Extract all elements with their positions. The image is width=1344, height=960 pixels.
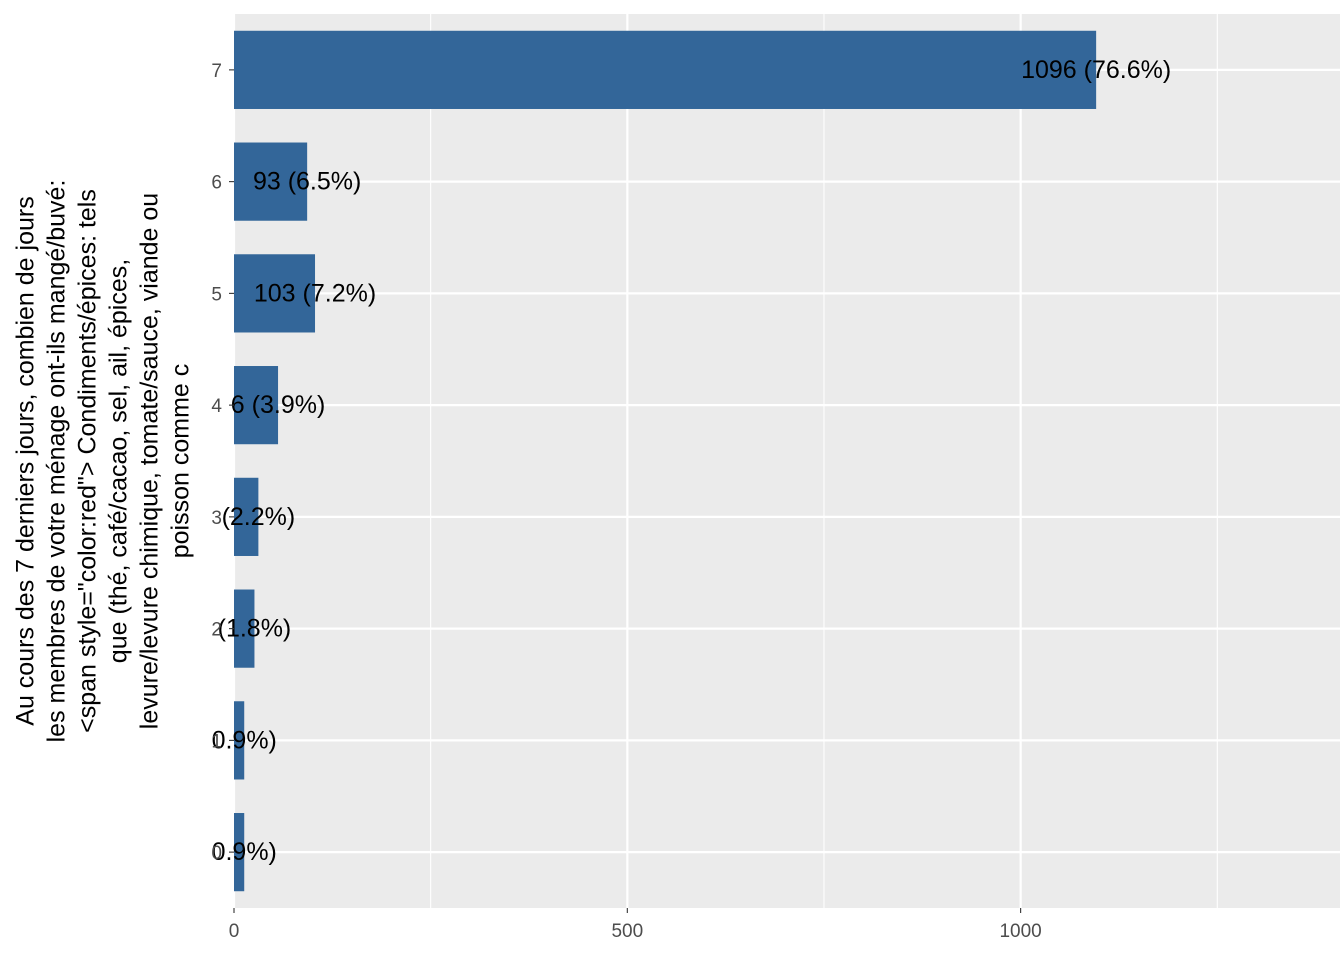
bar bbox=[234, 366, 279, 445]
y-tick-label: 6 bbox=[211, 173, 222, 194]
x-tick-label: 0 bbox=[229, 921, 240, 942]
y-axis-title-line: levure/levure chimique, tomate/sauce, vi… bbox=[136, 193, 164, 729]
y-axis-title-line: Au cours des 7 derniers jours, combien d… bbox=[12, 196, 40, 725]
bar bbox=[234, 813, 245, 892]
bar-data-label: 103 (7.2%) bbox=[254, 279, 376, 307]
y-axis: 0 1 2 3 4 5 6 7 bbox=[211, 61, 234, 864]
plot-panel bbox=[234, 14, 1340, 908]
bar-data-label: 0.9%) bbox=[212, 726, 277, 754]
bars bbox=[234, 30, 1097, 892]
y-axis-title-line: poisson comme c bbox=[167, 364, 195, 559]
x-tick-label: 500 bbox=[611, 921, 643, 942]
bar bbox=[234, 30, 1097, 109]
minor-gridlines bbox=[430, 14, 1218, 908]
bar-data-label: 1096 (76.6%) bbox=[1021, 56, 1171, 84]
bar-data-label: 0.9%) bbox=[212, 838, 277, 866]
bar bbox=[234, 701, 245, 780]
y-tick-label: 7 bbox=[211, 61, 222, 82]
x-tick-label: 1000 bbox=[999, 921, 1041, 942]
y-axis-title-line: les membres de votre ménage ont-ils mang… bbox=[43, 180, 71, 743]
bar bbox=[234, 142, 308, 221]
bar bbox=[234, 477, 259, 556]
y-tick-label: 1 bbox=[211, 731, 222, 752]
y-tick-label: 5 bbox=[211, 284, 222, 305]
y-axis-title-line: <span style="color:red"> Condiments/épic… bbox=[74, 189, 102, 733]
bar-data-label: 93 (6.5%) bbox=[253, 168, 361, 196]
y-tick-label: 3 bbox=[211, 508, 222, 529]
bar bbox=[234, 254, 316, 333]
bar-data-label: (1.8%) bbox=[218, 615, 292, 643]
x-axis: 0 500 1000 bbox=[229, 908, 1042, 942]
y-axis-title-line: que (thé, café/cacao, sel, ail, épices, bbox=[105, 259, 133, 663]
y-tick-label: 4 bbox=[211, 396, 222, 417]
y-tick-label: 2 bbox=[211, 620, 222, 641]
y-tick-label: 0 bbox=[211, 843, 222, 864]
bar-data-label: 6 (3.9%) bbox=[231, 391, 325, 419]
y-axis-title: Au cours des 7 derniers jours, combien d… bbox=[12, 180, 195, 743]
bar bbox=[234, 589, 255, 668]
